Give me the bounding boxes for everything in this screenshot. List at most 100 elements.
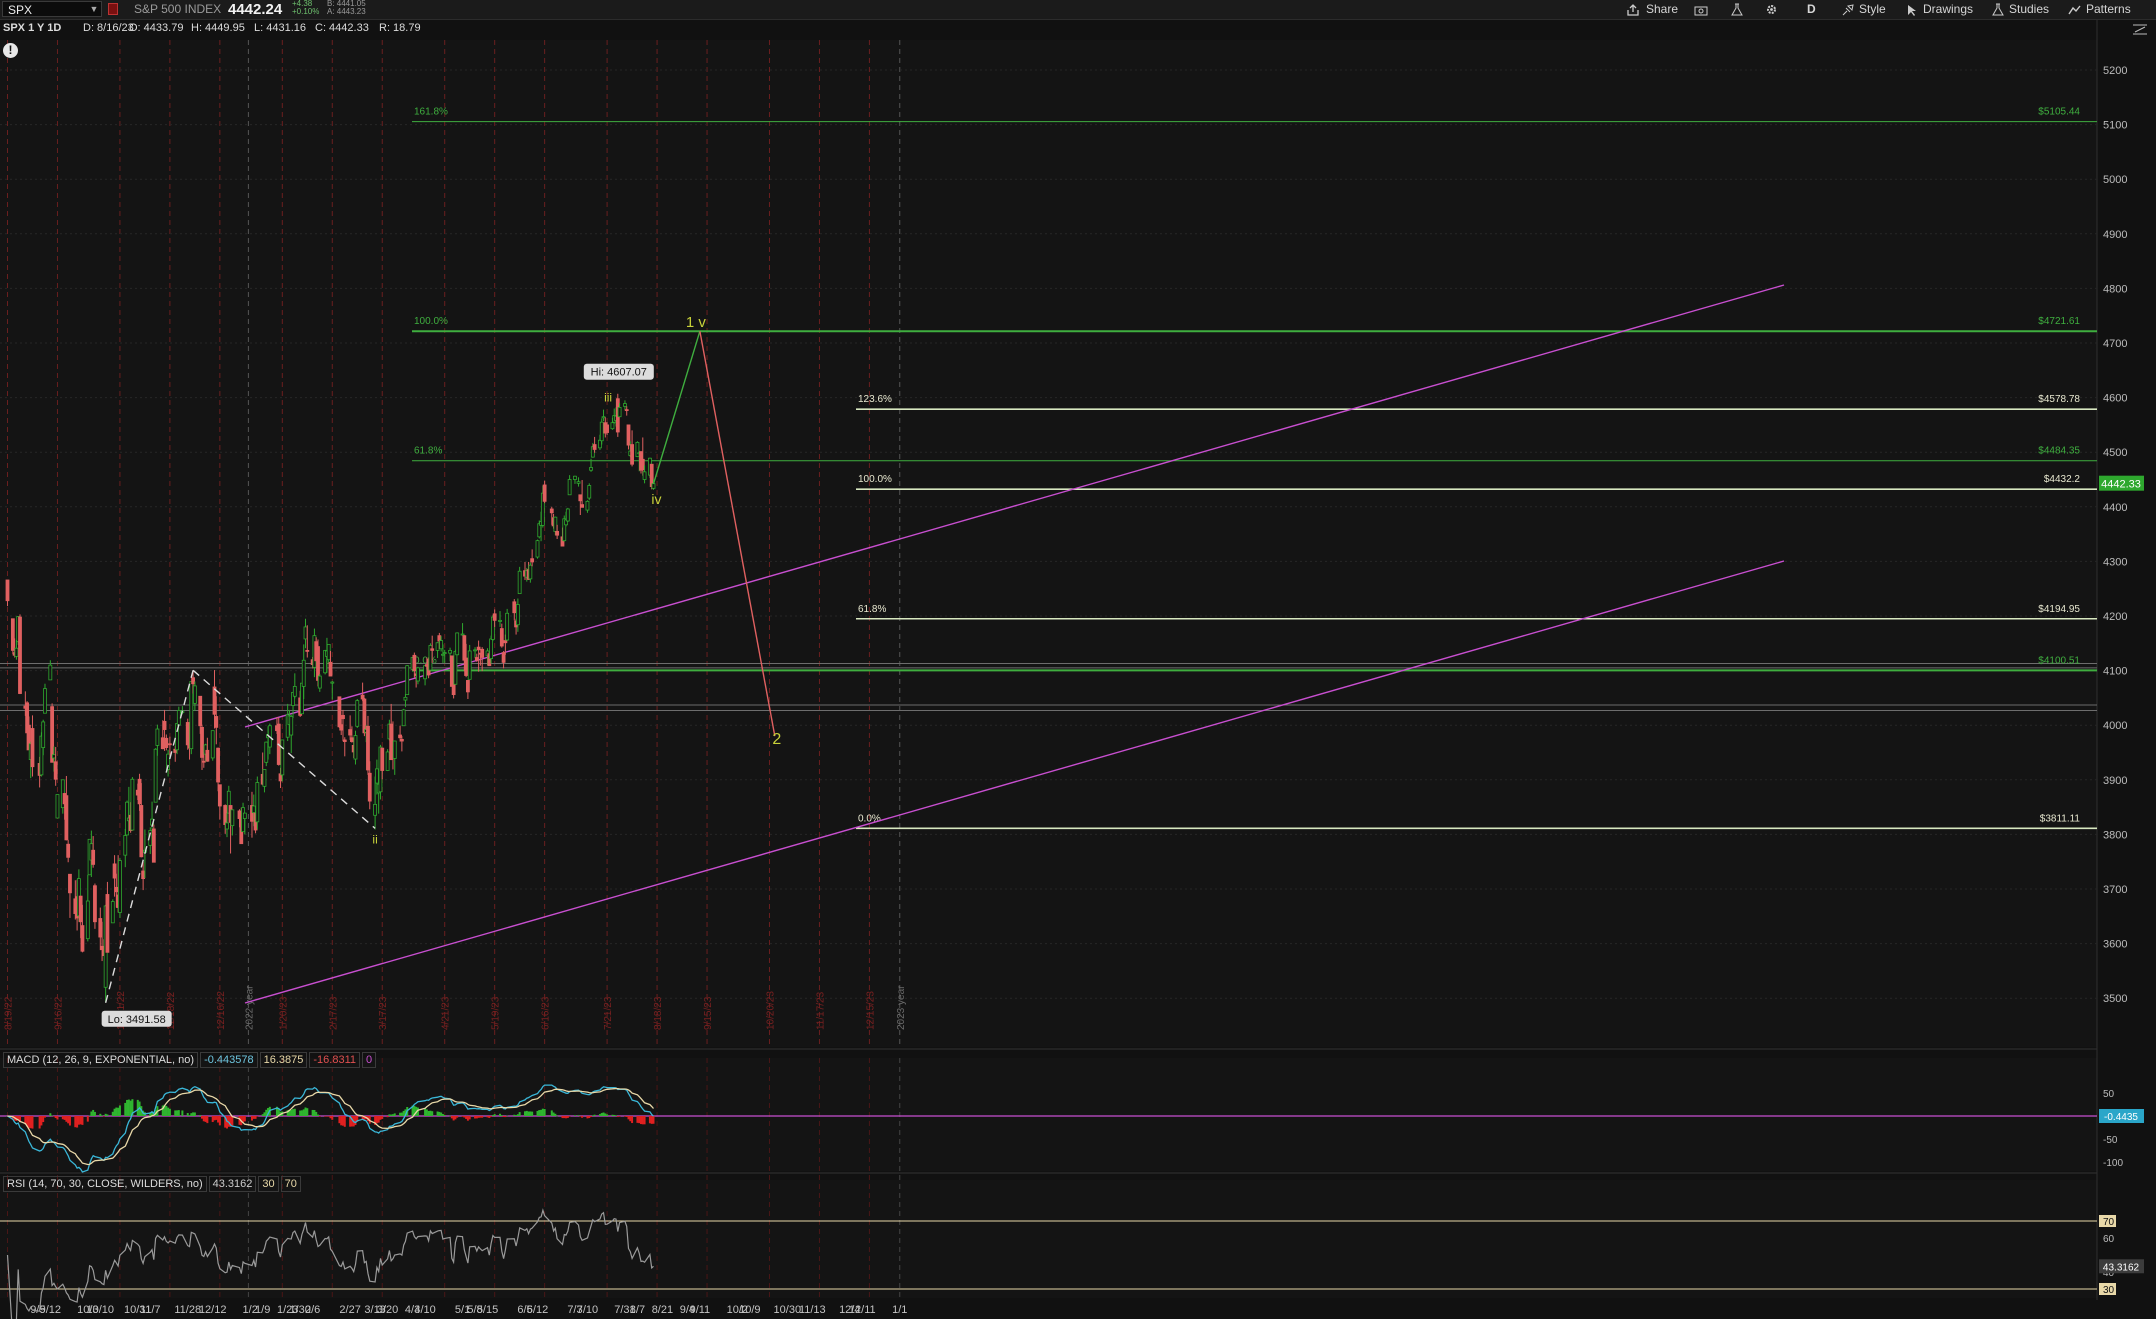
snapshot-button[interactable] <box>1694 0 1708 19</box>
projection-up-line[interactable] <box>652 330 701 485</box>
symbol-input[interactable]: SPX <box>2 1 102 17</box>
candle-body[interactable] <box>530 558 535 563</box>
candle-body[interactable] <box>326 643 331 661</box>
candle-body[interactable] <box>442 652 447 654</box>
candle-body[interactable] <box>330 681 335 684</box>
candle-body[interactable] <box>567 479 572 496</box>
style-button[interactable]: Style <box>1842 0 1886 19</box>
candle-body[interactable] <box>198 695 203 727</box>
candle-body[interactable] <box>380 747 385 771</box>
candle-body[interactable] <box>601 416 606 419</box>
candle-body[interactable] <box>93 885 97 923</box>
flask-button[interactable] <box>1731 0 1743 19</box>
candle-body[interactable] <box>528 564 533 580</box>
candle-body[interactable] <box>403 696 408 701</box>
candle-body[interactable] <box>185 722 190 746</box>
scale-settings-icon[interactable] <box>2132 22 2148 36</box>
candle-body[interactable] <box>385 751 390 771</box>
rsi-study[interactable]: 70 60 40 30 43.3162 <box>0 1208 2144 1319</box>
candle-body[interactable] <box>649 463 654 487</box>
candle-body[interactable] <box>164 737 169 748</box>
macd-signal-line[interactable] <box>7 1087 654 1166</box>
candle-body[interactable] <box>476 646 481 651</box>
candle-body[interactable] <box>192 685 197 704</box>
candle-body[interactable] <box>480 648 485 658</box>
candle-body[interactable] <box>498 619 502 622</box>
candle-body[interactable] <box>85 900 90 940</box>
candle-body[interactable] <box>18 616 22 694</box>
candle-body[interactable] <box>441 653 445 656</box>
candle-body[interactable] <box>473 649 477 652</box>
candle-body[interactable] <box>512 601 517 614</box>
candle-body[interactable] <box>576 481 581 484</box>
candle-body[interactable] <box>214 716 219 728</box>
candle-body[interactable] <box>466 680 470 693</box>
candle-body[interactable] <box>176 710 181 726</box>
candle-body[interactable] <box>499 628 504 647</box>
candle-body[interactable] <box>166 753 171 770</box>
share-button[interactable]: Share <box>1627 0 1678 19</box>
candle-body[interactable] <box>264 741 269 763</box>
candle-body[interactable] <box>474 657 479 661</box>
candle-body[interactable] <box>48 664 53 681</box>
candle-body[interactable] <box>110 901 115 924</box>
candle-body[interactable] <box>448 649 452 654</box>
candle-body[interactable] <box>439 640 444 650</box>
candle-body[interactable] <box>630 444 634 465</box>
candle-body[interactable] <box>5 579 10 602</box>
candle-body[interactable] <box>289 716 294 736</box>
candle-body[interactable] <box>453 651 458 685</box>
candle-body[interactable] <box>337 696 342 728</box>
candle-body[interactable] <box>355 700 360 727</box>
settings-button[interactable] <box>1765 0 1778 19</box>
candle-body[interactable] <box>189 681 194 750</box>
candle-body[interactable] <box>139 805 144 858</box>
candle-body[interactable] <box>599 421 604 442</box>
macd-line[interactable] <box>7 1084 654 1173</box>
candle-body[interactable] <box>223 805 228 825</box>
candle-body[interactable] <box>565 508 570 522</box>
candle-body[interactable] <box>373 803 378 816</box>
candle-body[interactable] <box>217 784 222 807</box>
candle-body[interactable] <box>53 761 58 780</box>
candle-body[interactable] <box>562 518 567 542</box>
candle-body[interactable] <box>78 895 83 923</box>
candle-body[interactable] <box>416 667 420 682</box>
candle-body[interactable] <box>489 638 493 659</box>
candle-body[interactable] <box>339 724 344 731</box>
candle-body[interactable] <box>43 688 47 714</box>
candle-body[interactable] <box>342 739 347 742</box>
candle-body[interactable] <box>348 729 353 736</box>
candle-body[interactable] <box>503 640 508 644</box>
candle-body[interactable] <box>435 642 440 651</box>
rsi-header[interactable]: RSI (14, 70, 30, CLOSE, WILDERS, no) 43.3… <box>3 1176 303 1192</box>
candle-body[interactable] <box>303 626 308 640</box>
candle-body[interactable] <box>201 760 206 763</box>
candle-body[interactable] <box>624 409 629 412</box>
candle-body[interactable] <box>430 648 435 651</box>
candle-body[interactable] <box>401 709 406 727</box>
candle-body[interactable] <box>255 782 260 823</box>
candle-body[interactable] <box>191 677 195 685</box>
candle-body[interactable] <box>464 657 469 676</box>
candle-body[interactable] <box>580 504 585 508</box>
candle-body[interactable] <box>98 918 103 938</box>
candle-body[interactable] <box>316 646 320 681</box>
timeframe-button[interactable]: D <box>1807 2 1816 16</box>
candle-body[interactable] <box>553 516 558 532</box>
candle-body[interactable] <box>598 439 602 449</box>
candle-body[interactable] <box>587 485 592 499</box>
candle-body[interactable] <box>225 822 229 830</box>
candle-body[interactable] <box>492 613 497 621</box>
candle-body[interactable] <box>262 769 267 787</box>
candle-body[interactable] <box>105 894 110 953</box>
projection-down-line[interactable] <box>699 331 776 737</box>
candle-body[interactable] <box>366 725 370 771</box>
candle-body[interactable] <box>392 740 397 759</box>
candle-body[interactable] <box>389 723 394 760</box>
candle-body[interactable] <box>118 860 122 913</box>
candle-body[interactable] <box>517 570 522 595</box>
candle-body[interactable] <box>460 633 465 636</box>
